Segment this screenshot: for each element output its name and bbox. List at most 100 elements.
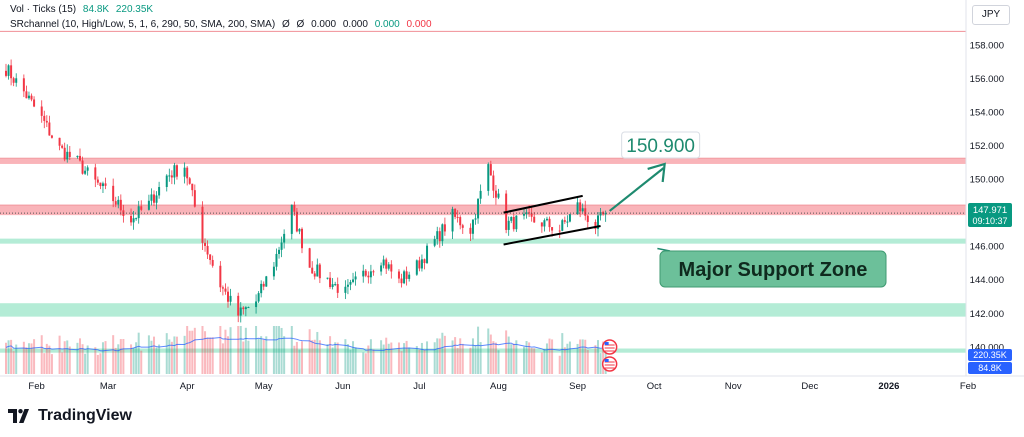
volume-bar (512, 343, 515, 374)
volume-bar (352, 341, 355, 374)
volume-bar (397, 342, 400, 374)
volume-bar (367, 345, 370, 374)
volume-legend-name: Vol · Ticks (15) (10, 4, 77, 15)
volume-bar (403, 343, 406, 374)
candle-body (68, 151, 71, 158)
volume-bar (602, 341, 605, 374)
volume-bar (193, 327, 196, 374)
candle-body (257, 293, 260, 302)
volume-bar (436, 338, 439, 374)
volume-bar (12, 351, 15, 374)
volume-bar (469, 347, 472, 374)
volume-bar (242, 341, 245, 374)
candle-body (104, 183, 107, 186)
candle-body (461, 225, 464, 228)
volume-bar (308, 329, 311, 374)
tradingview-logo-icon (8, 409, 29, 423)
candle-body (247, 307, 250, 309)
volume-bar (354, 347, 357, 374)
candle-body (364, 270, 367, 276)
volume-bar (94, 347, 97, 374)
volume-bar (426, 341, 429, 374)
volume-bar (318, 340, 321, 374)
volume-bar (346, 344, 349, 374)
volume-bar (586, 350, 589, 374)
currency-button[interactable]: JPY (972, 5, 1010, 25)
volume-bar (533, 348, 536, 374)
volume-bar (99, 353, 102, 374)
candle-body (354, 276, 357, 280)
candle-body (528, 212, 531, 214)
volume-bar (275, 326, 278, 374)
volume-bar (153, 336, 155, 374)
candle-body (423, 259, 426, 264)
volume-bar (540, 352, 543, 374)
candle-body (206, 245, 209, 255)
volume-bar (147, 335, 150, 374)
current-price-label: 147.971 09:10:37 (968, 203, 1012, 227)
volume-bar (224, 329, 227, 374)
candle-body (119, 199, 122, 211)
channel-bottom-line (503, 225, 601, 246)
volume-bar (15, 344, 18, 374)
candle-body (5, 70, 7, 76)
time-axis-tick-label: Jun (335, 381, 350, 392)
candle-body (43, 115, 46, 121)
volume-bar (479, 342, 482, 374)
volume-bar (459, 338, 462, 374)
candle-body (329, 277, 332, 288)
target-callout-box (621, 131, 701, 159)
time-axis-tick-label: Aug (490, 381, 507, 392)
volume-bar (45, 343, 48, 374)
volume-bar (150, 340, 153, 374)
current-price-time: 09:10:37 (972, 216, 1007, 226)
candle-body (272, 266, 275, 277)
volume-bar (260, 336, 263, 374)
srchannel-legend[interactable]: SRchannel (10, High/Low, 5, 1, 6, 290, 5… (10, 19, 436, 30)
volume-bar (510, 344, 513, 374)
srchannel-value-3: 0.000 (374, 19, 400, 30)
target-arrow-head (647, 162, 666, 183)
srchannel-value-1: 0.000 (311, 19, 337, 30)
volume-bar (168, 339, 171, 374)
tradingview-footer[interactable]: TradingView (8, 405, 132, 427)
volume-bar (349, 349, 352, 374)
candle-body (193, 190, 196, 207)
volume-bar (545, 343, 548, 374)
volume-bar (566, 343, 569, 374)
candle-body (81, 160, 84, 174)
volume-bar (206, 337, 209, 374)
time-axis: Feb Mar Apr May Jun Jul Aug Sep Oct Nov Dec 2026 Feb (28, 381, 976, 392)
candle-body (426, 245, 429, 264)
flag-canton (604, 359, 609, 362)
volume-bar (283, 336, 286, 374)
volume-bar (22, 341, 25, 374)
candle-body (594, 221, 597, 229)
srchannel-legend-name: SRchannel (10, High/Low, 5, 1, 6, 290, 5… (10, 19, 276, 30)
candle-body (10, 65, 13, 79)
candle-body (334, 284, 337, 286)
price-axis: 158.000156.000154.000152.000150.000148.0… (970, 40, 1004, 353)
volume-bar (456, 347, 459, 374)
volume-bar (301, 341, 303, 374)
volume-bar (362, 352, 365, 374)
candle-body (523, 213, 525, 216)
candle-body (551, 227, 554, 231)
volume-bar (170, 341, 173, 374)
volume-legend[interactable]: Vol · Ticks (15) 84.8K 220.35K (10, 4, 157, 15)
candle-body (540, 222, 543, 227)
time-axis-tick-label: Mar (100, 381, 116, 392)
candle-body (390, 264, 393, 272)
candle-body (349, 281, 352, 285)
candle-body (298, 228, 301, 232)
candle-body (336, 284, 339, 293)
candle-body (584, 208, 587, 216)
candle-body (191, 183, 194, 191)
candle-body (471, 219, 474, 234)
candle-body (479, 190, 482, 199)
volume-bar (114, 347, 117, 374)
candle-body (344, 286, 347, 293)
volume-bar (175, 336, 178, 374)
volume-bar (418, 349, 421, 374)
